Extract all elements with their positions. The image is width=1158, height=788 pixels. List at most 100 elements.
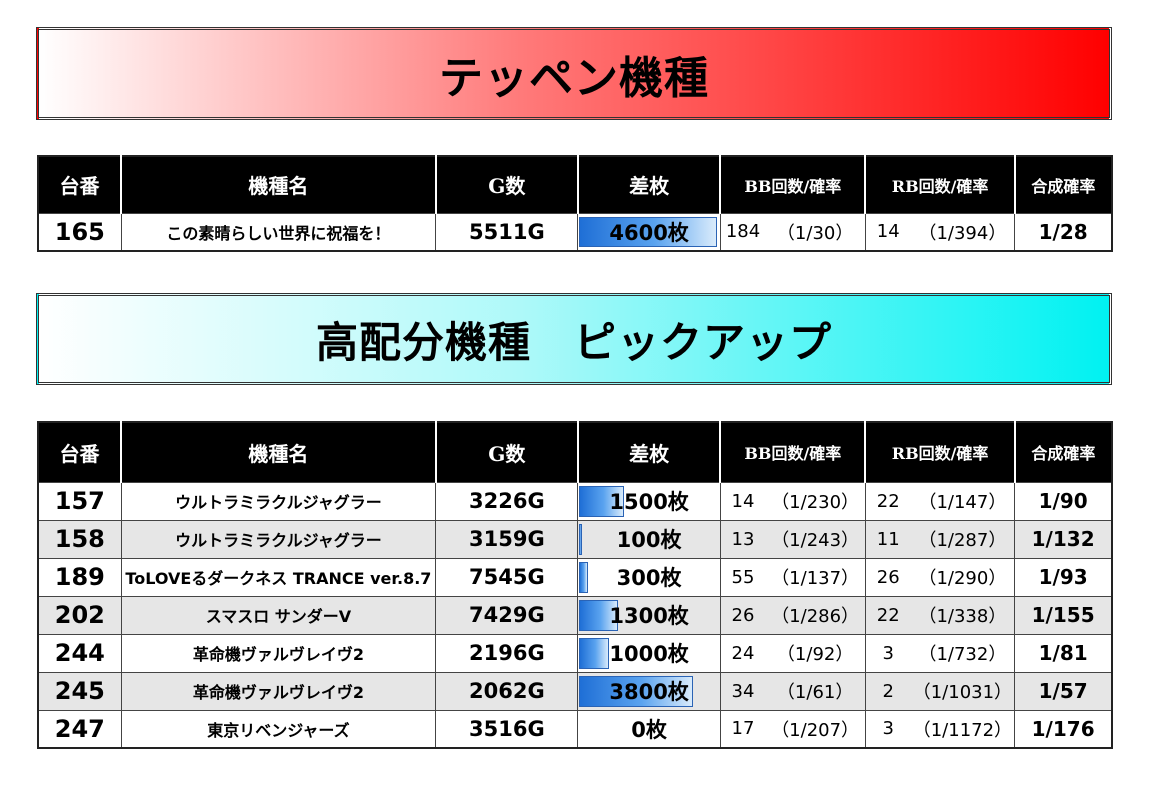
header-bb: BB回数/確率 [719,422,866,482]
game-count: 3226G [435,481,579,521]
diff-coins: 1500枚 [577,481,721,521]
machine-name: 革命機ヴァルヴレイヴ2 [120,671,437,711]
diff-value: 1500枚 [609,490,689,514]
header-games: G数 [434,156,578,213]
machine-name: 革命機ヴァルヴレイヴ2 [120,633,437,673]
rb-count: 14 [864,212,911,252]
diff-value: 0枚 [631,717,667,742]
combined-rate: 1/132 [1014,519,1113,559]
diff-coins: 4600枚 [577,212,721,252]
machine-name: ウルトラミラクルジャグラー [120,481,437,521]
rb-rate: （1/732） [910,633,1016,673]
header-diff: 差枚 [576,156,721,213]
table-row: 157 ウルトラミラクルジャグラー 3226G 1500枚 14 （1/230） 22 （1/… [37,481,1113,521]
bb-rate: （1/30） [765,212,866,252]
diff-value: 100枚 [616,528,682,552]
bb-rate: （1/243） [765,519,866,559]
combined-rate: 1/176 [1014,709,1113,749]
diff-value: 4600枚 [609,220,689,245]
pickup-banner: 高配分機種 ピックアップ [36,293,1112,385]
combined-rate: 1/81 [1014,633,1113,673]
header-rb: RB回数/確率 [864,422,1015,482]
pickup-title: 高配分機種 ピックアップ [315,317,832,367]
combined-rate: 1/90 [1014,481,1113,521]
diff-coins: 100枚 [577,519,721,559]
machine-name: ウルトラミラクルジャグラー [120,519,437,559]
bb-count: 184 [719,212,766,252]
rb-count: 22 [864,595,911,635]
machine-number: 244 [37,633,122,673]
rb-rate: （1/394） [910,212,1016,252]
bb-count: 17 [719,709,766,749]
combined-rate: 1/93 [1014,557,1113,597]
header-machine-no: 台番 [38,156,122,213]
rb-count: 11 [864,519,911,559]
top-machine-banner: テッペン機種 [36,27,1112,120]
rb-count: 22 [864,481,911,521]
table-row: 247 東京リベンジャーズ 3516G 0枚 17 （1/207） 3 （1/1172） 1/1… [37,709,1113,749]
machine-number: 247 [37,709,122,749]
top-machine-title: テッペン機種 [439,52,709,104]
bb-rate: （1/137） [765,557,866,597]
pickup-table: 台番 機種名 G数 差枚 BB回数/確率 RB回数/確率 合成確率 157 ウルト… [37,421,1113,749]
table-row: 158 ウルトラミラクルジャグラー 3159G 100枚 13 （1/243） 11 （1/2… [37,519,1113,559]
diff-coins: 300枚 [577,557,721,597]
diff-coins: 1300枚 [577,595,721,635]
header-bb: BB回数/確率 [719,156,866,213]
game-count: 7429G [435,595,579,635]
diff-bar [579,561,589,593]
machine-number: 245 [37,671,122,711]
diff-value: 300枚 [616,566,682,590]
game-count: 3516G [435,709,579,749]
header-name: 機種名 [120,156,436,213]
diff-coins: 0枚 [577,709,721,749]
machine-number: 157 [37,481,122,521]
diff-bar [579,216,718,247]
game-count: 5511G [435,212,579,252]
table-row: 202 スマスロ サンダーV 7429G 1300枚 26 （1/286） 22 （1/338… [37,595,1113,635]
bb-count: 24 [719,633,766,673]
diff-coins: 1000枚 [577,633,721,673]
combined-rate: 1/57 [1014,671,1113,711]
rb-rate: （1/1172） [910,709,1016,749]
bb-rate: （1/61） [765,671,866,711]
table-row: 189 ToLOVEるダークネス TRANCE ver.8.7 7545G 300枚 5… [37,557,1113,597]
machine-number: 202 [37,595,122,635]
machine-name: ToLOVEるダークネス TRANCE ver.8.7 [120,557,437,597]
game-count: 2196G [435,633,579,673]
diff-value: 3800枚 [609,680,689,704]
combined-rate: 1/28 [1014,212,1113,252]
machine-name: この素晴らしい世界に祝福を！ [120,212,437,252]
table-header-row: 台番 機種名 G数 差枚 BB回数/確率 RB回数/確率 合成確率 [38,422,1112,482]
bb-rate: （1/92） [765,633,866,673]
game-count: 7545G [435,557,579,597]
diff-value: 1000枚 [609,642,689,666]
rb-rate: （1/1031） [910,671,1016,711]
bb-count: 14 [719,481,766,521]
table-row: 244 革命機ヴァルヴレイヴ2 2196G 1000枚 24 （1/92） 3 （1/732）… [37,633,1113,673]
header-machine-no: 台番 [38,422,122,482]
header-diff: 差枚 [576,422,721,482]
bb-rate: （1/230） [765,481,866,521]
rb-rate: （1/287） [910,519,1016,559]
diff-value: 1300枚 [609,604,689,628]
game-count: 2062G [435,671,579,711]
header-combined: 合成確率 [1013,422,1112,482]
rb-rate: （1/338） [910,595,1016,635]
diff-bar [579,599,619,631]
table-row: 245 革命機ヴァルヴレイヴ2 2062G 3800枚 34 （1/61） 2 （1/1031… [37,671,1113,711]
top-machine-table: 台番 機種名 G数 差枚 BB回数/確率 RB回数/確率 合成確率 165 この素… [37,155,1113,252]
diff-bar [579,675,694,707]
rb-count: 2 [864,671,911,711]
machine-name: スマスロ サンダーV [120,595,437,635]
diff-bar [579,485,625,517]
rb-count: 3 [864,709,911,749]
machine-number: 165 [37,212,122,252]
machine-number: 158 [37,519,122,559]
machine-number: 189 [37,557,122,597]
bb-count: 13 [719,519,766,559]
header-combined: 合成確率 [1013,156,1112,213]
header-rb: RB回数/確率 [864,156,1015,213]
table-row: 165 この素晴らしい世界に祝福を！ 5511G 4600枚 184 （1/30） 14 （1… [37,212,1113,252]
diff-bar [579,523,583,555]
